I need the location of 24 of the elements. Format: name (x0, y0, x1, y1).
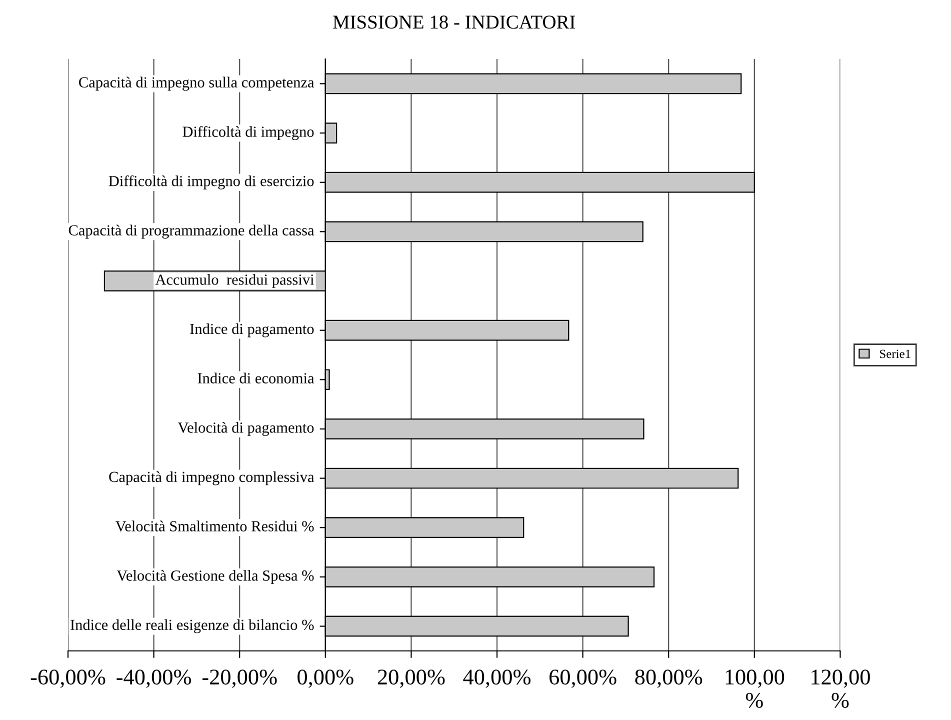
y-tick-label: Difficoltà di impegno di esercizio (108, 175, 314, 190)
x-tick-label: -40,00% (116, 670, 191, 688)
chart-title: MISSIONE 18 - INDICATORI (333, 16, 576, 29)
y-tick-label: Capacità di impegno complessiva (109, 471, 314, 486)
x-tick-label: 80,00% (635, 670, 702, 688)
x-tick-label: 60,00% (550, 670, 616, 688)
y-tick-label: Velocità di pagamento (178, 422, 314, 436)
y-tick-label: Capacità di programmazione della cassa (68, 224, 314, 239)
x-tick-label: 40,00% (463, 670, 530, 688)
x-tick-label: 120,00 % (812, 670, 870, 708)
x-tick-label: 20,00% (378, 670, 445, 688)
y-tick-label: Indice di economia (198, 372, 314, 384)
x-tick-label: 0,00% (298, 670, 354, 688)
y-tick-label: Capacità di impegno sulla competenza (79, 76, 314, 91)
x-tick-label: 100,00 % (726, 670, 784, 708)
y-tick-label: Velocità Smaltimento Residui % (115, 520, 314, 532)
y-tick-label: Velocità Gestione della Spesa % (116, 570, 314, 584)
x-tick-label: -60,00% (30, 670, 106, 688)
y-tick-label: Accumulo residui passivi (155, 274, 314, 288)
legend-label: Serie1 (880, 350, 910, 358)
y-tick-label: Indice delle reali esigenze di bilancio % (70, 619, 314, 634)
x-tick-label: -20,00% (202, 670, 277, 688)
y-tick-label: Indice di pagamento (190, 323, 314, 338)
y-tick-label: Difficoltà di impegno (182, 126, 314, 140)
